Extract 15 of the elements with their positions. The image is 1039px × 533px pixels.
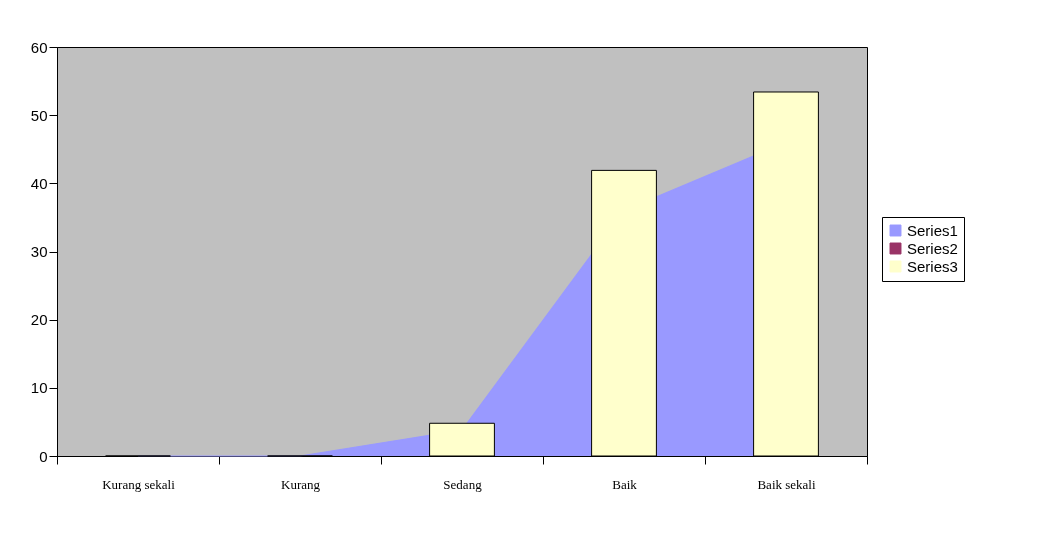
y-tick-label: 0: [39, 447, 48, 465]
y-tick-label: 30: [30, 243, 48, 260]
x-tick-label: Kurang: [281, 476, 321, 492]
y-tick-label: 50: [30, 106, 48, 124]
legend-label: Series2: [907, 239, 958, 257]
x-tick-label: Baik sekali: [757, 476, 816, 492]
y-tick-label: 20: [30, 311, 48, 329]
x-tick-label: Sedang: [443, 476, 483, 492]
legend-label: Series1: [907, 221, 958, 239]
legend-label: Series3: [907, 257, 958, 275]
y-tick-label: 40: [30, 174, 48, 192]
y-tick-label: 10: [30, 379, 48, 397]
y-tick-label: 60: [30, 38, 48, 56]
x-tick-label: Kurang sekali: [102, 476, 176, 492]
x-tick-label: Baik: [612, 476, 638, 492]
